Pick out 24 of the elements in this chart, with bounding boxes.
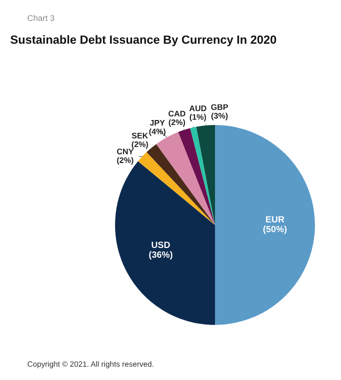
chart-title: Sustainable Debt Issuance By Currency In 2020	[10, 35, 276, 46]
pie-slice	[178, 128, 215, 225]
data-label: (3%)	[211, 112, 228, 120]
data-label: (50%)	[263, 226, 287, 234]
slice-label: GBP	[211, 104, 228, 110]
slice-label: JPY	[150, 120, 165, 126]
pie-slice	[138, 152, 215, 225]
pie-slice	[146, 144, 215, 225]
pie-slice	[215, 125, 315, 325]
caption: Chart 3	[28, 14, 54, 21]
data-label: (4%)	[149, 128, 166, 136]
slice-label: SEK	[132, 132, 148, 138]
data-label: (36%)	[149, 251, 172, 260]
data-label: (2%)	[117, 157, 134, 165]
pie-slice	[190, 126, 215, 225]
data-label: (2%)	[168, 119, 186, 127]
slice-label: USD	[152, 242, 170, 248]
slice-label: CNY	[116, 148, 134, 154]
pie-slice	[196, 125, 215, 225]
data-label: (1%)	[190, 114, 206, 122]
slice-label: AUD	[189, 106, 206, 112]
slice-label: EUR	[266, 216, 284, 223]
data-label: (2%)	[132, 141, 148, 149]
slice-label: CAD	[168, 110, 186, 116]
